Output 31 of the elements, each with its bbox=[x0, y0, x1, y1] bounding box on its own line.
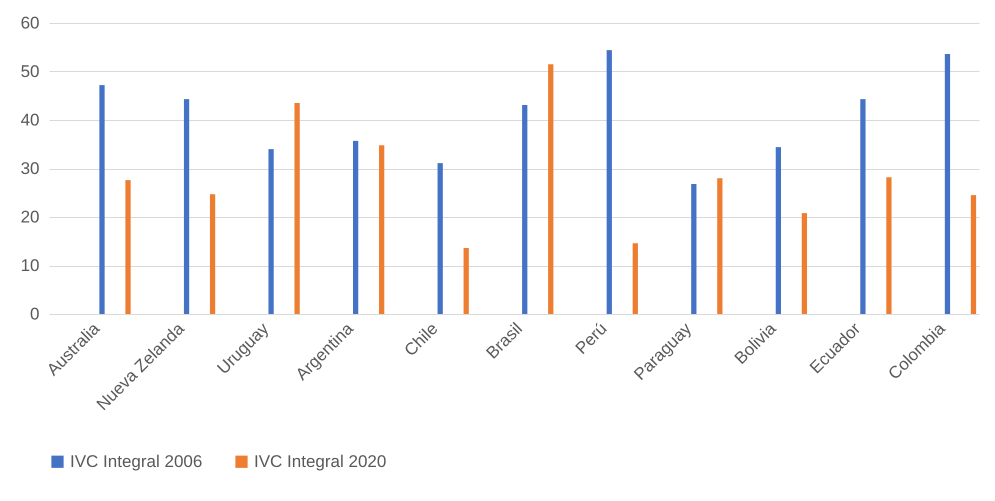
legend-label: IVC Integral 2006 bbox=[70, 452, 202, 471]
bar bbox=[99, 85, 105, 314]
bar bbox=[125, 180, 131, 314]
y-tick-label: 50 bbox=[20, 62, 40, 81]
bar bbox=[691, 184, 696, 314]
bar bbox=[860, 99, 866, 314]
y-tick-label: 40 bbox=[20, 110, 40, 130]
bar bbox=[802, 213, 808, 314]
bar bbox=[970, 195, 976, 314]
bar bbox=[210, 194, 216, 314]
bar bbox=[548, 64, 554, 314]
bar bbox=[522, 104, 528, 314]
bar bbox=[438, 163, 443, 314]
y-tick-label: 20 bbox=[20, 208, 40, 226]
bar bbox=[268, 149, 274, 314]
bar bbox=[632, 243, 638, 314]
bar bbox=[184, 99, 190, 314]
y-tick-label: 60 bbox=[20, 14, 40, 32]
y-tick-label: 10 bbox=[20, 256, 40, 275]
bar bbox=[353, 140, 358, 314]
bar bbox=[776, 147, 781, 314]
bar bbox=[606, 50, 612, 314]
y-tick-label: 30 bbox=[20, 159, 40, 178]
legend-label: IVC Integral 2020 bbox=[254, 452, 386, 471]
bar bbox=[379, 145, 384, 314]
bar bbox=[294, 103, 300, 314]
bar bbox=[717, 178, 722, 314]
bar bbox=[944, 54, 950, 314]
y-tick-label: 0 bbox=[30, 304, 40, 324]
bar bbox=[464, 248, 469, 314]
bar bbox=[886, 177, 892, 314]
